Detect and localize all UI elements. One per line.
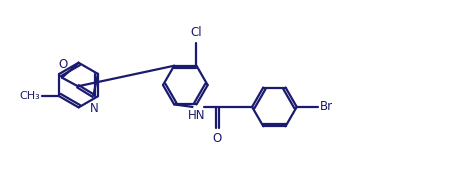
Text: Cl: Cl: [190, 26, 202, 39]
Text: O: O: [58, 58, 67, 71]
Text: HN: HN: [188, 109, 205, 122]
Text: O: O: [213, 132, 222, 145]
Text: N: N: [90, 102, 98, 115]
Text: CH₃: CH₃: [19, 91, 40, 101]
Text: Br: Br: [319, 100, 333, 113]
